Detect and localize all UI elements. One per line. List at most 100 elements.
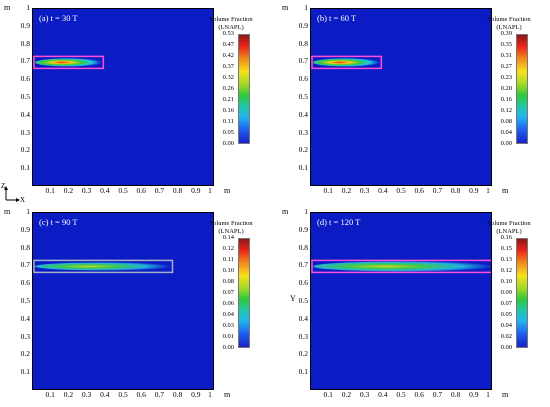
- contour-plot: (d) t = 120 T: [310, 212, 492, 390]
- y-axis-unit: m: [4, 207, 11, 216]
- x-tick-label: 0.3: [81, 186, 92, 195]
- z-axis-label: Z: [1, 182, 6, 190]
- y-tick-label: 0.1: [298, 367, 308, 377]
- y-tick-label: 0.1: [298, 163, 308, 173]
- colorbar-tick: 0.01: [222, 333, 234, 340]
- x-tick-label: 0.3: [359, 186, 370, 195]
- panel-2: m 1 0.9 0.8 0.7 0.6 0.5 0.4 0.3 0.2 0.1 (c) t = 90 …: [0, 204, 262, 400]
- x-axis-unit: m: [224, 390, 231, 399]
- y-tick-label: 0.8: [298, 38, 308, 48]
- y-tick-label: 0.6: [298, 278, 308, 288]
- colorbar-tick: 0.47: [222, 41, 234, 48]
- x-tick-label: 0.7: [432, 186, 443, 195]
- colorbar-tick: 0.02: [500, 333, 512, 340]
- colorbar-tick: 0.11: [222, 256, 234, 263]
- x-tick-label: 0.4: [100, 390, 110, 399]
- y-tick-label: 0.3: [20, 127, 30, 137]
- colorbar-tick: 0.53: [222, 30, 234, 37]
- lnapl-plume: [313, 58, 381, 67]
- y-tick-label: 0.3: [298, 127, 308, 137]
- y-tick-label: 0.1: [20, 163, 30, 173]
- colorbar-tick: 0.16: [222, 107, 234, 114]
- y-tick-label: 0.9: [20, 224, 30, 234]
- y-tick-label: 0.9: [298, 224, 308, 234]
- colorbar-tick: 0.12: [500, 267, 512, 274]
- x-tick-label: 0.8: [172, 186, 183, 195]
- x-tick-label: 0.7: [154, 390, 165, 399]
- panel-label: (d) t = 120 T: [317, 217, 361, 227]
- colorbar-tick: 0.07: [500, 300, 512, 307]
- colorbar-tick: 0.07: [222, 289, 234, 296]
- x-tick-label: 0.6: [136, 390, 146, 399]
- y-axis-unit: m: [282, 207, 289, 216]
- plume-graphic: [311, 259, 491, 274]
- colorbar-tick: 0.31: [500, 52, 512, 59]
- colorbar-tick: 0.12: [222, 245, 234, 252]
- x-axis-unit: m: [224, 186, 231, 195]
- colorbar-subtitle: (LNAPL): [496, 228, 522, 235]
- x-tick-label: 0.2: [341, 390, 352, 399]
- colorbar-tick: 0.27: [500, 63, 512, 70]
- colorbar-tick: 0.32: [222, 74, 234, 81]
- colorbar-tick: 0.23: [500, 74, 512, 81]
- y-tick-label: 0.4: [20, 313, 30, 323]
- colorbar-tick: 0.08: [222, 278, 234, 285]
- colorbar: [516, 238, 528, 348]
- contour-plot: (a) t = 30 T: [32, 8, 214, 186]
- y-tick-label: 0.7: [298, 56, 308, 66]
- y-tick-label: 0.6: [20, 278, 30, 288]
- x-tick-label: 0.8: [172, 390, 183, 399]
- y-tick-label: 0.6: [298, 74, 308, 84]
- y-axis-unit: m: [282, 3, 289, 12]
- colorbar-tick: 0.03: [222, 322, 234, 329]
- x-tick-label: 0.5: [118, 186, 128, 195]
- orientation-arrows-icon: [4, 186, 20, 202]
- y-tick-label: 0.7: [298, 260, 308, 270]
- colorbar-tick: 0.15: [500, 245, 512, 252]
- lnapl-plume: [35, 262, 172, 271]
- y-tick-label: 0.9: [20, 20, 30, 30]
- x-tick-label: 0.2: [63, 390, 74, 399]
- y-tick-label: 0.8: [20, 242, 30, 252]
- colorbar-tick: 0.42: [222, 52, 234, 59]
- y-tick-label: 1: [304, 207, 308, 216]
- colorbar-tick: 0.16: [500, 96, 512, 103]
- y-tick-label: 0.2: [298, 145, 308, 155]
- x-axis-unit: m: [502, 390, 509, 399]
- x-tick-label: 0.8: [450, 186, 461, 195]
- colorbar: [238, 34, 250, 144]
- colorbar-tick: 0.00: [222, 140, 234, 147]
- x-tick-label: 0.7: [154, 186, 165, 195]
- x-tick-label: 0.7: [432, 390, 443, 399]
- colorbar-subtitle: (LNAPL): [496, 24, 522, 31]
- colorbar-tick: 0.39: [500, 30, 512, 37]
- x-tick-label: 0.5: [118, 390, 128, 399]
- y-tick-label: 0.2: [20, 145, 30, 155]
- colorbar-title: Volume Fraction: [487, 220, 531, 227]
- x-tick-label: 0.4: [378, 390, 388, 399]
- colorbar-tick: 0.04: [222, 311, 234, 318]
- y-tick-label: 0.7: [20, 260, 30, 270]
- colorbar-tick: 0.37: [222, 63, 234, 70]
- colorbar: [238, 238, 250, 348]
- plume-graphic: [33, 55, 105, 70]
- colorbar-tick: 0.35: [500, 41, 512, 48]
- y-tick-label: 0.1: [20, 367, 30, 377]
- y-tick-label: 0.2: [298, 349, 308, 359]
- y-tick-label: 0.6: [20, 74, 30, 84]
- colorbar-title: Volume Fraction: [209, 16, 253, 23]
- colorbar-tick: 0.06: [222, 300, 234, 307]
- x-tick-label: 0.6: [414, 186, 424, 195]
- colorbar-tick: 0.10: [222, 267, 234, 274]
- x-tick-label: 0.9: [191, 390, 201, 399]
- y-axis-unit: m: [4, 3, 11, 12]
- colorbar-tick: 0.11: [222, 118, 234, 125]
- x-tick-label: 1: [486, 390, 490, 399]
- lnapl-plume: [35, 58, 103, 67]
- x-tick-label: 1: [208, 186, 212, 195]
- y-tick-label: 0.5: [298, 296, 308, 305]
- colorbar-tick: 0.14: [222, 234, 234, 241]
- x-tick-label: 0.8: [450, 390, 461, 399]
- colorbar: [516, 34, 528, 144]
- plume-graphic: [311, 55, 383, 70]
